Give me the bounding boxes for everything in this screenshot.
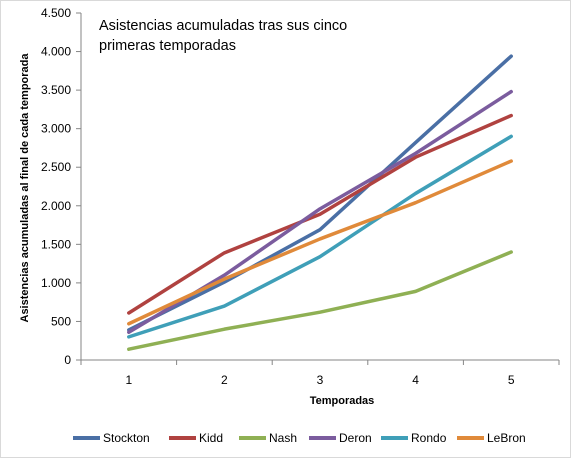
y-tick-label: 3.500	[41, 83, 71, 97]
chart-title: Asistencias acumuladas tras sus cinco pr…	[99, 18, 347, 54]
x-tick-label: 5	[508, 373, 515, 387]
legend-item-nash: Nash	[239, 431, 297, 445]
series-line-nash	[127, 250, 513, 351]
series-lines	[127, 54, 513, 351]
legend-label: Rondo	[411, 431, 447, 445]
y-tick-label: 4.000	[41, 45, 71, 59]
y-tick-label: 0	[64, 353, 71, 367]
legend: Stockton Kidd Nash Deron Rondo LeBron	[73, 431, 526, 445]
legend-label: Stockton	[103, 431, 150, 445]
x-axis-ticks: 1 2 3 4 5	[80, 360, 560, 387]
legend-item-stockton: Stockton	[73, 431, 150, 445]
chart-title-line-1: Asistencias acumuladas tras sus cinco	[99, 18, 347, 34]
x-tick-label: 3	[317, 373, 324, 387]
x-axis-title: Temporadas	[310, 395, 375, 407]
legend-item-rondo: Rondo	[381, 431, 447, 445]
legend-item-kidd: Kidd	[169, 431, 223, 445]
series-line-stockton	[127, 54, 513, 332]
chart-title-line-2: primeras temporadas	[99, 38, 236, 54]
x-tick-label: 1	[125, 373, 132, 387]
legend-label: Deron	[339, 431, 372, 445]
y-tick-label: 4.500	[41, 6, 71, 20]
y-tick-label: 1.500	[41, 237, 71, 251]
legend-item-deron: Deron	[309, 431, 372, 445]
series-line-rondo	[127, 134, 513, 339]
legend-label: LeBron	[487, 431, 526, 445]
x-tick-label: 2	[221, 373, 228, 387]
legend-label: Kidd	[199, 431, 223, 445]
legend-item-lebron: LeBron	[457, 431, 526, 445]
series-line-lebron	[127, 159, 513, 326]
y-tick-label: 2.000	[41, 199, 71, 213]
axes	[80, 13, 559, 361]
y-axis-title: Asistencias acumuladas al final de cada …	[19, 53, 31, 323]
y-tick-label: 3.000	[41, 122, 71, 136]
series-line-kidd	[127, 113, 513, 315]
y-tick-label: 1.000	[41, 276, 71, 290]
legend-label: Nash	[269, 431, 297, 445]
y-tick-label: 2.500	[41, 160, 71, 174]
x-tick-label: 4	[412, 373, 419, 387]
y-axis-ticks: 0 500 1.000 1.500 2.000 2.500 3.000 3.500 4.000 4…	[41, 6, 81, 367]
y-tick-label: 500	[51, 314, 71, 328]
